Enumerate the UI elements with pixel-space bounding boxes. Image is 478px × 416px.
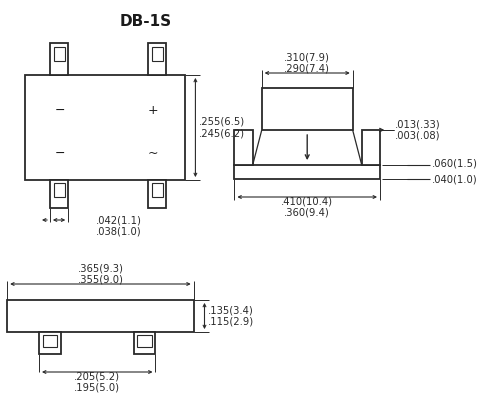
- Text: .205(5.2)
.195(5.0): .205(5.2) .195(5.0): [74, 371, 120, 393]
- Bar: [54, 47, 65, 61]
- Text: −: −: [55, 104, 65, 116]
- Bar: [54, 183, 65, 197]
- Text: DB-1S: DB-1S: [120, 14, 172, 29]
- Bar: [43, 335, 57, 347]
- Text: ~: ~: [147, 146, 158, 159]
- Bar: [134, 332, 155, 354]
- Bar: [7, 300, 194, 332]
- Text: .135(3.4)
.115(2.9): .135(3.4) .115(2.9): [208, 305, 254, 327]
- Bar: [262, 88, 353, 130]
- Bar: [235, 165, 380, 179]
- Bar: [362, 130, 380, 165]
- Text: −: −: [55, 146, 65, 159]
- Text: +: +: [147, 104, 158, 116]
- Text: .060(1.5): .060(1.5): [432, 159, 478, 169]
- Bar: [152, 47, 163, 61]
- Bar: [235, 130, 253, 165]
- Text: .042(1.1)
.038(1.0): .042(1.1) .038(1.0): [96, 215, 141, 237]
- Bar: [50, 180, 68, 208]
- Text: .255(6.5)
.245(6.2): .255(6.5) .245(6.2): [199, 117, 245, 138]
- Bar: [50, 43, 68, 75]
- Bar: [152, 183, 163, 197]
- Text: .410(10.4)
.360(9.4): .410(10.4) .360(9.4): [281, 196, 333, 218]
- Text: .310(7.9)
.290(7.4): .310(7.9) .290(7.4): [284, 52, 330, 74]
- Text: .013(.33)
.003(.08): .013(.33) .003(.08): [394, 119, 440, 141]
- Bar: [39, 332, 61, 354]
- Bar: [148, 43, 166, 75]
- Text: .040(1.0): .040(1.0): [432, 175, 478, 185]
- Bar: [137, 335, 152, 347]
- Bar: [148, 180, 166, 208]
- Bar: [25, 75, 185, 180]
- Text: .365(9.3)
.355(9.0): .365(9.3) .355(9.0): [77, 263, 123, 285]
